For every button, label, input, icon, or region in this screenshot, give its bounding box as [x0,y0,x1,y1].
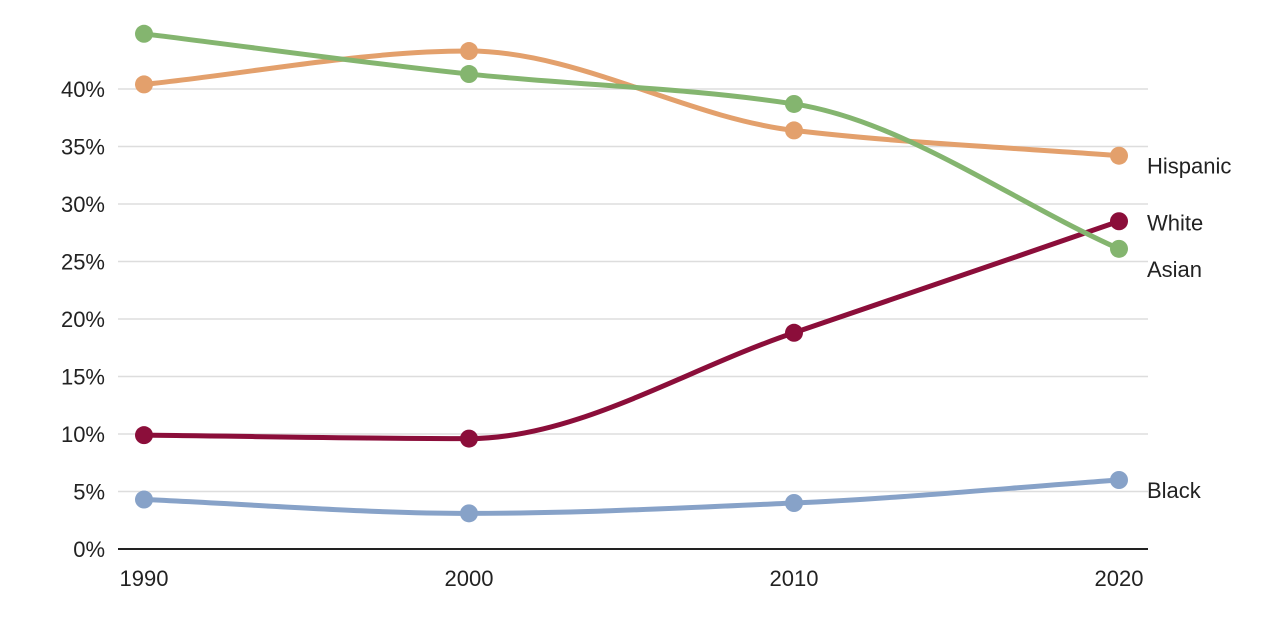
series-black [135,471,1128,523]
data-point-black [135,490,153,509]
series-white [135,212,1128,448]
y-tick-label: 15% [61,365,105,390]
series-label-asian: Asian [1147,257,1202,282]
series-labels: Hispanic White Asian Black [1147,154,1231,503]
y-tick-label: 35% [61,135,105,160]
axes: 0% 5% 10% 15% 20% 25% 30% 35% 40% 1990 2000 2010 202… [61,77,1148,591]
y-tick-label: 20% [61,307,105,332]
series-label-black: Black [1147,478,1202,503]
series-line-white [141,218,1122,442]
series-label-hispanic: Hispanic [1147,154,1231,179]
data-point-asian [460,65,478,84]
data-point-white [785,323,803,342]
data-point-white [1110,212,1128,231]
x-tick-label: 2010 [770,566,819,591]
y-tick-label: 10% [61,422,105,447]
data-point-black [460,504,478,523]
series-label-white: White [1147,210,1203,235]
gridlines [118,88,1148,493]
data-point-white [135,426,153,445]
data-point-asian [135,24,153,43]
series-line-black [141,477,1122,516]
x-tick-label: 2000 [445,566,494,591]
series-lines [135,24,1128,523]
y-tick-label: 0% [73,537,105,562]
y-tick-label: 30% [61,192,105,217]
data-point-hispanic [460,42,478,61]
x-tick-label: 1990 [120,566,169,591]
y-tick-label: 25% [61,250,105,275]
data-point-hispanic [785,121,803,140]
data-point-asian [785,94,803,113]
series-line-hispanic [141,48,1122,159]
y-tick-label: 5% [73,480,105,505]
x-tick-label: 2020 [1095,566,1144,591]
data-point-white [460,429,478,448]
data-point-black [785,494,803,512]
series-asian [135,24,1128,258]
data-point-hispanic [135,75,153,94]
series-line-asian [141,31,1122,252]
data-point-hispanic [1110,146,1128,165]
data-point-asian [1110,239,1128,258]
data-point-black [1110,471,1128,489]
y-tick-label: 40% [61,77,105,102]
